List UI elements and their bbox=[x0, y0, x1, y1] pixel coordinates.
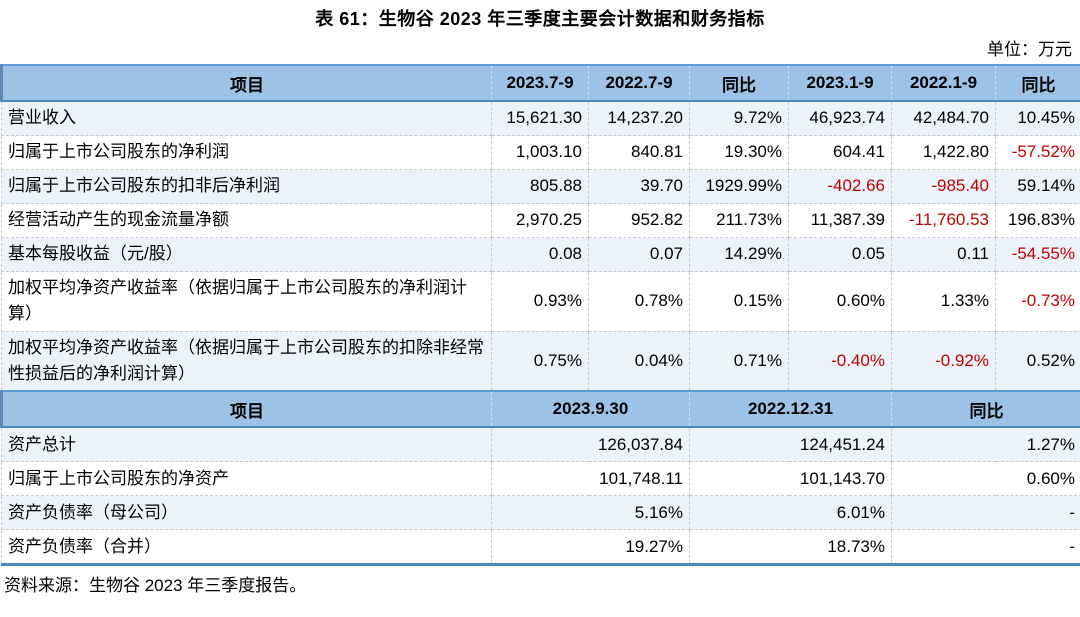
cell-value: 5.16% bbox=[491, 495, 690, 531]
section1-header-row: 项目 2023.7-9 2022.7-9 同比 2023.1-9 2022.1-… bbox=[0, 64, 1080, 102]
row-label: 基本每股收益（元/股） bbox=[1, 237, 492, 272]
cell-value: 126,037.84 bbox=[491, 426, 690, 463]
row-label: 营业收入 bbox=[1, 100, 492, 136]
cell-value: - bbox=[891, 495, 1080, 531]
cell-value: 39.70 bbox=[588, 169, 690, 204]
row-label: 资产总计 bbox=[1, 426, 492, 463]
row-label: 加权平均净资产收益率（依据归属于上市公司股东的扣除非经常性损益后的净利润计算） bbox=[1, 330, 492, 392]
cell-value: 0.52% bbox=[995, 330, 1080, 392]
table-row-net-assets: 归属于上市公司股东的净资产 101,748.11 101,143.70 0.60… bbox=[1, 461, 1080, 497]
cell-value: -402.66 bbox=[788, 169, 892, 204]
source-note: 资料来源：生物谷 2023 年三季度报告。 bbox=[4, 576, 307, 596]
cell-value: -57.52% bbox=[995, 135, 1080, 170]
table-row-total-assets: 资产总计 126,037.84 124,451.24 1.27% bbox=[1, 426, 1080, 463]
cell-value: 1929.99% bbox=[689, 169, 789, 204]
table-row-debt-ratio-parent: 资产负债率（母公司） 5.16% 6.01% - bbox=[1, 495, 1080, 531]
cell-value: 1,422.80 bbox=[891, 135, 996, 170]
cell-value: 0.05 bbox=[788, 237, 892, 272]
cell-value: 0.08 bbox=[491, 237, 589, 272]
table-row-revenue: 营业收入 15,621.30 14,237.20 9.72% 46,923.74… bbox=[1, 100, 1080, 136]
cell-value: -0.92% bbox=[891, 330, 996, 392]
cell-value: 101,143.70 bbox=[689, 461, 892, 497]
row-label: 资产负债率（母公司） bbox=[1, 495, 492, 531]
row-label: 归属于上市公司股东的净资产 bbox=[1, 461, 492, 497]
table-title: 表 61：生物谷 2023 年三季度主要会计数据和财务指标 bbox=[315, 9, 765, 29]
report-page: 表 61：生物谷 2023 年三季度主要会计数据和财务指标 单位：万元 项目 2… bbox=[0, 7, 1080, 597]
cell-value: 1,003.10 bbox=[491, 135, 589, 170]
cell-value: 0.15% bbox=[689, 271, 789, 332]
cell-value: 604.41 bbox=[788, 135, 892, 170]
header-item: 项目 bbox=[0, 64, 492, 102]
cell-value: 124,451.24 bbox=[689, 426, 892, 463]
table-row-operating-cash-flow: 经营活动产生的现金流量净额 2,970.25 952.82 211.73% 11… bbox=[1, 203, 1080, 238]
cell-value: 840.81 bbox=[588, 135, 690, 170]
financial-table: 项目 2023.7-9 2022.7-9 同比 2023.1-9 2022.1-… bbox=[0, 64, 1080, 567]
table-row-debt-ratio-consolidated: 资产负债率（合并） 19.27% 18.73% - bbox=[1, 529, 1080, 566]
cell-value: -0.73% bbox=[995, 271, 1080, 332]
cell-value: 1.27% bbox=[891, 426, 1080, 463]
cell-value: -54.55% bbox=[995, 237, 1080, 272]
cell-value: 59.14% bbox=[995, 169, 1080, 204]
cell-value: 19.27% bbox=[491, 529, 690, 566]
cell-value: 46,923.74 bbox=[788, 100, 892, 136]
cell-value: - bbox=[891, 529, 1080, 566]
cell-value: 0.71% bbox=[689, 330, 789, 392]
row-label: 资产负债率（合并） bbox=[1, 529, 492, 566]
cell-value: 14,237.20 bbox=[588, 100, 690, 136]
row-label: 加权平均净资产收益率（依据归属于上市公司股东的净利润计算） bbox=[1, 271, 492, 332]
header-2023-1-9: 2023.1-9 bbox=[788, 64, 892, 102]
cell-value: 101,748.11 bbox=[491, 461, 690, 497]
cell-value: 0.11 bbox=[891, 237, 996, 272]
cell-value: 196.83% bbox=[995, 203, 1080, 238]
cell-value: 14.29% bbox=[689, 237, 789, 272]
cell-value: 19.30% bbox=[689, 135, 789, 170]
header-2023-9-30: 2023.9.30 bbox=[491, 390, 690, 429]
table-row-net-profit: 归属于上市公司股东的净利润 1,003.10 840.81 19.30% 604… bbox=[1, 135, 1080, 170]
table-row-roe-deducted: 加权平均净资产收益率（依据归属于上市公司股东的扣除非经常性损益后的净利润计算） … bbox=[1, 330, 1080, 392]
cell-value: 2,970.25 bbox=[491, 203, 589, 238]
header-yoy-ytd: 同比 bbox=[995, 64, 1080, 102]
header-2022-1-9: 2022.1-9 bbox=[891, 64, 996, 102]
header-2022-12-31: 2022.12.31 bbox=[689, 390, 892, 429]
cell-value: 805.88 bbox=[491, 169, 589, 204]
table-row-deducted-net-profit: 归属于上市公司股东的扣非后净利润 805.88 39.70 1929.99% -… bbox=[1, 169, 1080, 204]
cell-value: 18.73% bbox=[689, 529, 892, 566]
cell-value: 42,484.70 bbox=[891, 100, 996, 136]
cell-value: 0.07 bbox=[588, 237, 690, 272]
cell-value: -11,760.53 bbox=[891, 203, 996, 238]
header-yoy-q: 同比 bbox=[689, 64, 789, 102]
header-yoy-balance: 同比 bbox=[891, 390, 1080, 429]
cell-value: -985.40 bbox=[891, 169, 996, 204]
header-2022-7-9: 2022.7-9 bbox=[588, 64, 690, 102]
unit-note: 单位：万元 bbox=[987, 40, 1072, 59]
cell-value: 6.01% bbox=[689, 495, 892, 531]
cell-value: 952.82 bbox=[588, 203, 690, 238]
cell-value: 0.60% bbox=[891, 461, 1080, 497]
cell-value: 0.04% bbox=[588, 330, 690, 392]
header-item-2: 项目 bbox=[0, 390, 492, 429]
cell-value: 11,387.39 bbox=[788, 203, 892, 238]
row-label: 经营活动产生的现金流量净额 bbox=[1, 203, 492, 238]
cell-value: -0.40% bbox=[788, 330, 892, 392]
row-label: 归属于上市公司股东的净利润 bbox=[1, 135, 492, 170]
header-2023-7-9: 2023.7-9 bbox=[491, 64, 589, 102]
cell-value: 15,621.30 bbox=[491, 100, 589, 136]
cell-value: 9.72% bbox=[689, 100, 789, 136]
cell-value: 211.73% bbox=[689, 203, 789, 238]
cell-value: 1.33% bbox=[891, 271, 996, 332]
row-label: 归属于上市公司股东的扣非后净利润 bbox=[1, 169, 492, 204]
cell-value: 0.60% bbox=[788, 271, 892, 332]
cell-value: 0.78% bbox=[588, 271, 690, 332]
cell-value: 0.93% bbox=[491, 271, 589, 332]
table-row-roe-net: 加权平均净资产收益率（依据归属于上市公司股东的净利润计算） 0.93% 0.78… bbox=[1, 271, 1080, 332]
cell-value: 10.45% bbox=[995, 100, 1080, 136]
section2-header-row: 项目 2023.9.30 2022.12.31 同比 bbox=[0, 390, 1080, 429]
cell-value: 0.75% bbox=[491, 330, 589, 392]
table-row-eps: 基本每股收益（元/股） 0.08 0.07 14.29% 0.05 0.11 -… bbox=[1, 237, 1080, 272]
